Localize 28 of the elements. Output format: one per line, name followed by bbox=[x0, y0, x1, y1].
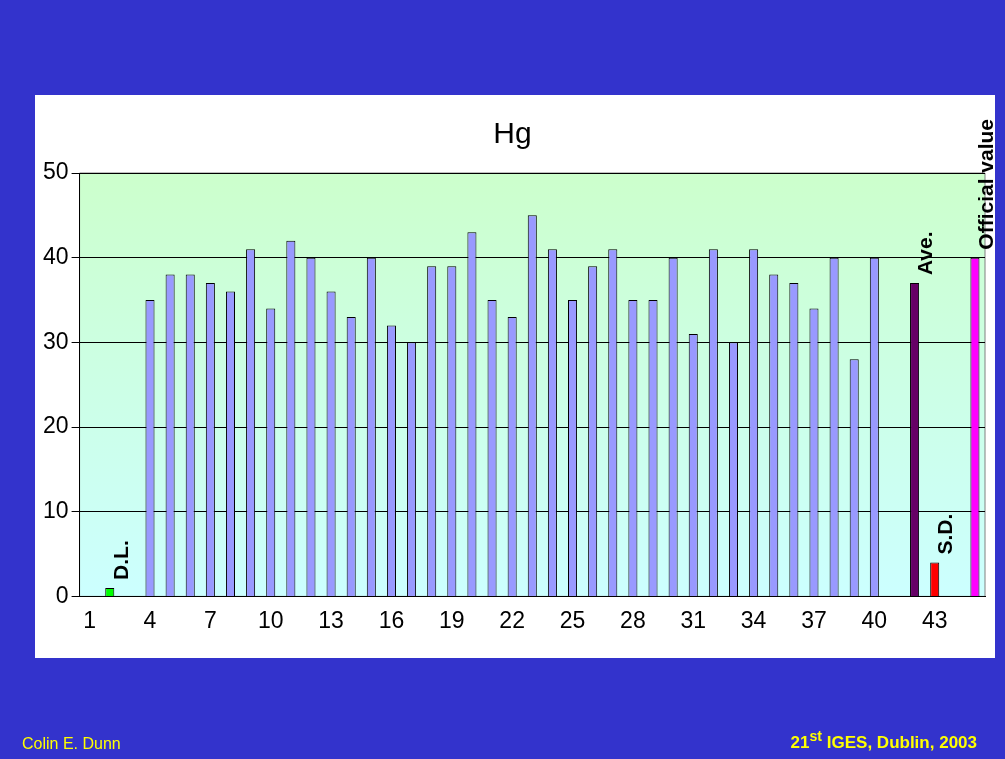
y-tick-label: 40 bbox=[42, 243, 69, 270]
x-tick-label: 19 bbox=[439, 606, 465, 633]
y-tick-label: 10 bbox=[42, 497, 69, 524]
x-tick-label: 16 bbox=[378, 606, 405, 633]
x-tick-label: 31 bbox=[680, 606, 707, 633]
y-tick-label: 30 bbox=[42, 327, 69, 354]
x-tick-label: 1 bbox=[83, 606, 97, 633]
x-tick-label: 13 bbox=[318, 606, 344, 633]
text: Colin E. Dunn bbox=[22, 735, 121, 753]
x-tick-label: 10 bbox=[257, 606, 284, 633]
x-tick-label: 43 bbox=[921, 606, 948, 633]
x-tick-label: 40 bbox=[861, 606, 888, 633]
x-tick-label: 37 bbox=[801, 606, 827, 633]
x-tick-label: 28 bbox=[620, 606, 646, 633]
x-tick-label: 4 bbox=[143, 606, 157, 633]
x-tick-label: 34 bbox=[740, 606, 767, 633]
y-tick-label: 20 bbox=[42, 412, 69, 439]
x-tick-label: 7 bbox=[203, 606, 217, 633]
x-tick-label: 22 bbox=[499, 606, 525, 633]
text: Official value bbox=[973, 118, 997, 250]
y-tick-label: 50 bbox=[42, 158, 69, 185]
text: 21$^{st}$ IGES, Dublin, 2003 bbox=[790, 728, 977, 753]
text: S.D. bbox=[933, 513, 957, 555]
text: D.L. bbox=[108, 540, 132, 580]
chart-title: Hg bbox=[493, 116, 532, 150]
y-tick-label: 0 bbox=[55, 581, 69, 608]
x-tick-label: 25 bbox=[559, 606, 586, 633]
text: Ave. bbox=[913, 231, 937, 276]
